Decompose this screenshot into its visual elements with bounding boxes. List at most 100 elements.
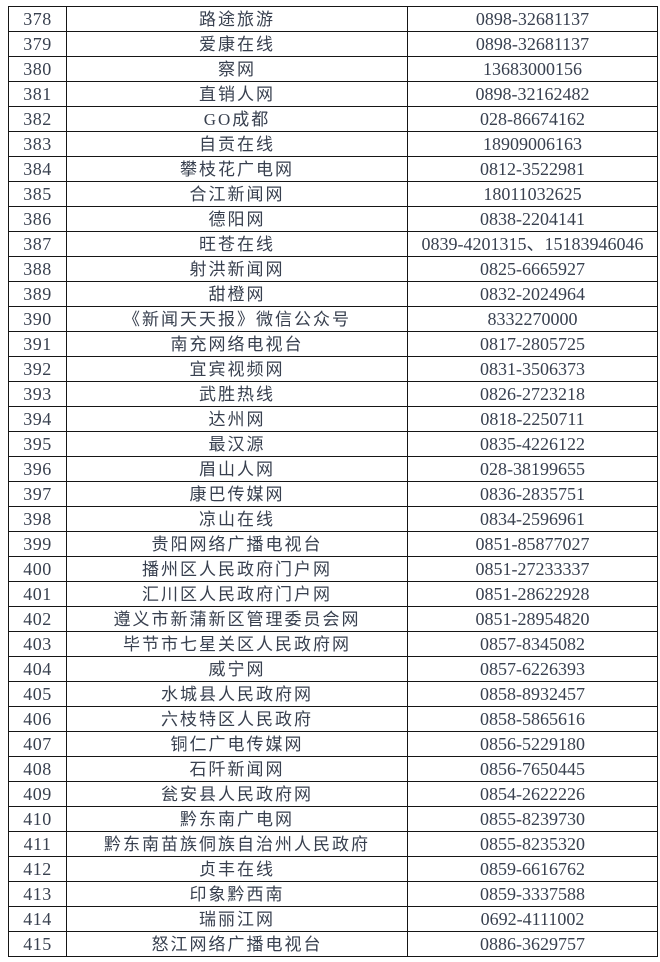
- cell-phone: 0838-2204141: [407, 206, 658, 232]
- cell-name: 康巴传媒网: [66, 481, 408, 507]
- cell-phone: 0692-4111002: [407, 906, 658, 932]
- table-row: 409 瓮安县人民政府网 0854-2622226: [8, 781, 658, 807]
- cell-name: 铜仁广电传媒网: [66, 731, 408, 757]
- cell-name: GO成都: [66, 106, 408, 132]
- table-row: 401 汇川区人民政府门户网 0851-28622928: [8, 581, 658, 607]
- cell-phone: 0857-6226393: [407, 656, 658, 682]
- cell-index: 411: [8, 831, 67, 857]
- cell-name: 射洪新闻网: [66, 256, 408, 282]
- table-row: 382 GO成都 028-86674162: [8, 106, 658, 132]
- cell-phone: 0858-5865616: [407, 706, 658, 732]
- cell-phone: 18011032625: [407, 181, 658, 207]
- cell-name: 武胜热线: [66, 381, 408, 407]
- table-row: 405 水城县人民政府网 0858-8932457: [8, 681, 658, 707]
- table-row: 393 武胜热线 0826-2723218: [8, 381, 658, 407]
- cell-name: 遵义市新蒲新区管理委员会网: [66, 606, 408, 632]
- cell-phone: 028-38199655: [407, 456, 658, 482]
- cell-name: 贞丰在线: [66, 856, 408, 882]
- cell-phone: 0818-2250711: [407, 406, 658, 432]
- cell-phone: 0851-28954820: [407, 606, 658, 632]
- cell-index: 412: [8, 856, 67, 882]
- cell-index: 386: [8, 206, 67, 232]
- cell-name: 爱康在线: [66, 31, 408, 57]
- cell-phone: 0886-3629757: [407, 931, 658, 957]
- cell-index: 385: [8, 181, 67, 207]
- table-row: 402 遵义市新蒲新区管理委员会网 0851-28954820: [8, 606, 658, 632]
- table-row: 403 毕节市七星关区人民政府网 0857-8345082: [8, 631, 658, 657]
- cell-phone: 0898-32681137: [407, 31, 658, 57]
- cell-name: 石阡新闻网: [66, 756, 408, 782]
- table-row: 398 凉山在线 0834-2596961: [8, 506, 658, 532]
- cell-name: 德阳网: [66, 206, 408, 232]
- table-row: 414 瑞丽江网 0692-4111002: [8, 906, 658, 932]
- table-row: 413 印象黔西南 0859-3337588: [8, 881, 658, 907]
- table-row: 389 甜橙网 0832-2024964: [8, 281, 658, 307]
- cell-name: 威宁网: [66, 656, 408, 682]
- cell-index: 395: [8, 431, 67, 457]
- table-row: 411 黔东南苗族侗族自治州人民政府 0855-8235320: [8, 831, 658, 857]
- cell-phone: 0851-28622928: [407, 581, 658, 607]
- cell-name: 宜宾视频网: [66, 356, 408, 382]
- table-row: 408 石阡新闻网 0856-7650445: [8, 756, 658, 782]
- cell-index: 400: [8, 556, 67, 582]
- cell-phone: 13683000156: [407, 56, 658, 82]
- cell-index: 413: [8, 881, 67, 907]
- cell-index: 415: [8, 931, 67, 957]
- cell-phone: 0859-6616762: [407, 856, 658, 882]
- cell-name: 黔东南苗族侗族自治州人民政府: [66, 831, 408, 857]
- table-row: 386 德阳网 0838-2204141: [8, 206, 658, 232]
- table-row: 410 黔东南广电网 0855-8239730: [8, 806, 658, 832]
- cell-index: 403: [8, 631, 67, 657]
- cell-phone: 0835-4226122: [407, 431, 658, 457]
- cell-index: 399: [8, 531, 67, 557]
- cell-index: 414: [8, 906, 67, 932]
- cell-name: 瓮安县人民政府网: [66, 781, 408, 807]
- table-row: 378 路途旅游 0898-32681137: [8, 6, 658, 32]
- cell-index: 387: [8, 231, 67, 257]
- cell-index: 397: [8, 481, 67, 507]
- cell-index: 388: [8, 256, 67, 282]
- cell-index: 406: [8, 706, 67, 732]
- cell-phone: 0834-2596961: [407, 506, 658, 532]
- cell-name: 黔东南广电网: [66, 806, 408, 832]
- cell-index: 393: [8, 381, 67, 407]
- cell-phone: 0857-8345082: [407, 631, 658, 657]
- cell-name: 合江新闻网: [66, 181, 408, 207]
- cell-name: 《新闻天天报》微信公众号: [66, 306, 408, 332]
- table-row: 394 达州网 0818-2250711: [8, 406, 658, 432]
- cell-index: 391: [8, 331, 67, 357]
- cell-phone: 0856-7650445: [407, 756, 658, 782]
- cell-index: 378: [8, 6, 67, 32]
- cell-phone: 0836-2835751: [407, 481, 658, 507]
- cell-name: 播州区人民政府门户网: [66, 556, 408, 582]
- cell-phone: 18909006163: [407, 131, 658, 157]
- cell-name: 毕节市七星关区人民政府网: [66, 631, 408, 657]
- cell-name: 南充网络电视台: [66, 331, 408, 357]
- cell-index: 404: [8, 656, 67, 682]
- cell-name: 汇川区人民政府门户网: [66, 581, 408, 607]
- cell-phone: 0858-8932457: [407, 681, 658, 707]
- table-row: 396 眉山人网 028-38199655: [8, 456, 658, 482]
- table-row: 383 自贡在线 18909006163: [8, 131, 658, 157]
- cell-name: 自贡在线: [66, 131, 408, 157]
- table-row: 415 怒江网络广播电视台 0886-3629757: [8, 931, 658, 957]
- cell-index: 382: [8, 106, 67, 132]
- cell-index: 398: [8, 506, 67, 532]
- cell-index: 389: [8, 281, 67, 307]
- cell-index: 394: [8, 406, 67, 432]
- cell-index: 381: [8, 81, 67, 107]
- cell-index: 402: [8, 606, 67, 632]
- cell-index: 396: [8, 456, 67, 482]
- table-row: 388 射洪新闻网 0825-6665927: [8, 256, 658, 282]
- cell-phone: 0898-32162482: [407, 81, 658, 107]
- cell-phone: 0859-3337588: [407, 881, 658, 907]
- cell-phone: 0855-8235320: [407, 831, 658, 857]
- cell-phone: 028-86674162: [407, 106, 658, 132]
- cell-index: 384: [8, 156, 67, 182]
- cell-index: 380: [8, 56, 67, 82]
- media-phone-table: 378 路途旅游 0898-32681137 379 爱康在线 0898-32681137…: [8, 6, 658, 957]
- table-row: 407 铜仁广电传媒网 0856-5229180: [8, 731, 658, 757]
- table-row: 380 察网 13683000156: [8, 56, 658, 82]
- cell-index: 409: [8, 781, 67, 807]
